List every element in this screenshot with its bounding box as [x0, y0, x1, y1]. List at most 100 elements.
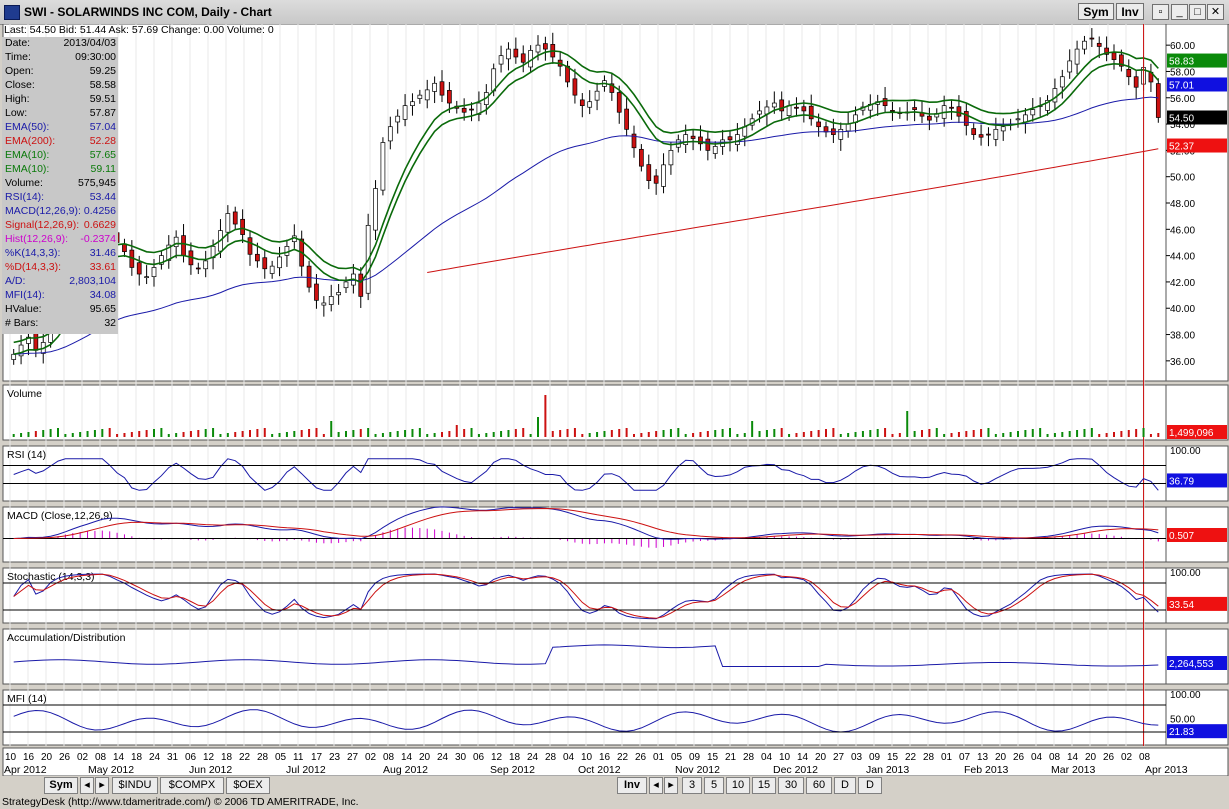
volume-bar: [1149, 434, 1152, 437]
info-label: Signal(12,26,9):: [5, 219, 80, 231]
restore-chart-icon[interactable]: ▫: [1152, 4, 1169, 20]
info-value: 95.65: [89, 303, 116, 315]
mfi-flag: [1167, 724, 1227, 739]
info-label: Time:: [5, 51, 31, 63]
volume-bar: [34, 431, 37, 437]
candle-body: [1059, 76, 1065, 88]
info-value: 32: [104, 317, 116, 329]
candle-body: [328, 296, 334, 305]
tab-indu[interactable]: $INDU: [112, 777, 158, 794]
candle-body: [993, 128, 999, 140]
volume-bar: [522, 428, 525, 437]
volume-bar: [596, 432, 599, 437]
x-day-label: 20: [1085, 752, 1097, 763]
info-row: %K(14,3,3): 31.46: [2, 247, 118, 261]
sym-tab-button[interactable]: Sym: [44, 777, 78, 794]
candle-body: [439, 81, 445, 96]
period-5[interactable]: 5: [704, 777, 724, 794]
volume-bar: [773, 429, 776, 437]
prev-tab-icon[interactable]: ◂: [80, 777, 94, 794]
candle-body: [971, 128, 977, 135]
prev-period-icon[interactable]: ◂: [649, 777, 663, 794]
volume-bar: [411, 429, 414, 437]
last-price-label: 54.50: [1169, 114, 1194, 125]
info-row: # Bars: 32: [2, 317, 118, 331]
volume-bar: [1061, 432, 1064, 437]
volume-bar: [367, 428, 370, 437]
sym-button[interactable]: Sym: [1078, 3, 1114, 20]
ema50-line: [13, 96, 1159, 355]
maximize-icon[interactable]: □: [1189, 4, 1206, 20]
volume-bar: [906, 411, 909, 437]
tab-oex[interactable]: $OEX: [226, 777, 270, 794]
volume-bar: [514, 429, 517, 437]
info-label: EMA(10):: [5, 149, 50, 161]
candle-body: [225, 213, 231, 233]
ad-panel: [2, 628, 1167, 685]
vertical-grid: [9, 24, 1145, 746]
volume-bar: [662, 430, 665, 437]
next-period-icon[interactable]: ▸: [664, 777, 678, 794]
period-10[interactable]: 10: [726, 777, 750, 794]
volume-bar: [950, 433, 953, 437]
candle-body: [609, 83, 615, 93]
tab-compx[interactable]: $COMPX: [160, 777, 224, 794]
period-d-alt[interactable]: D: [858, 777, 882, 794]
minimize-icon[interactable]: _: [1171, 4, 1188, 20]
chart-area[interactable]: 60.0058.0056.0054.0052.0050.0048.0046.00…: [0, 24, 1229, 776]
volume-bar: [64, 434, 67, 437]
candle-body: [890, 110, 895, 112]
info-value: 0.4256: [83, 205, 116, 217]
candle-body: [247, 237, 253, 255]
rsi-tick: 100.00: [1170, 446, 1201, 457]
volume-bar: [566, 429, 569, 437]
period-3[interactable]: 3: [682, 777, 702, 794]
volume-bar: [965, 431, 968, 437]
volume-bar: [921, 430, 923, 437]
next-tab-icon[interactable]: ▸: [95, 777, 109, 794]
candle-body: [838, 128, 844, 140]
ad-flag: [1167, 656, 1227, 670]
volume-bar: [153, 429, 155, 437]
candle-body: [506, 48, 511, 60]
mfi-tick: 50.00: [1170, 715, 1195, 726]
volume-bar: [12, 434, 15, 437]
macd-label: 0.507: [1169, 531, 1194, 542]
x-day-label: 21: [725, 752, 737, 763]
volume-bar: [101, 429, 104, 437]
stoch-d-line: [13, 573, 1159, 619]
candle-body: [690, 135, 696, 139]
volume-bar: [655, 431, 658, 437]
x-day-label: 31: [167, 752, 179, 763]
candle-body: [255, 253, 260, 262]
x-day-label: 06: [185, 752, 197, 763]
stoch-label: 33.54: [1169, 600, 1194, 611]
volume-bar: [618, 429, 621, 437]
volume-bar: [1113, 432, 1115, 437]
inv-tab-button[interactable]: Inv: [617, 777, 647, 794]
volume-bar: [389, 432, 392, 437]
period-30[interactable]: 30: [778, 777, 804, 794]
ad-title: Accumulation/Distribution: [7, 632, 126, 644]
period-60[interactable]: 60: [806, 777, 832, 794]
candle-body: [683, 134, 689, 145]
x-day-label: 20: [815, 752, 827, 763]
ema200-label: 52.37: [1169, 142, 1194, 153]
info-row: Hist(12,26,9): -0.2374: [2, 233, 118, 247]
price-panel: [2, 24, 1167, 382]
period-15[interactable]: 15: [752, 777, 776, 794]
candle-body: [1089, 37, 1095, 40]
macd-line: [13, 506, 1159, 540]
inv-button[interactable]: Inv: [1116, 3, 1144, 20]
info-row: A/D: 2,803,104: [2, 275, 118, 289]
price-tick-label: 58.00: [1170, 67, 1195, 78]
volume-bar: [145, 430, 148, 437]
close-icon[interactable]: ✕: [1207, 4, 1224, 20]
x-day-label: 02: [365, 752, 377, 763]
x-day-label: 01: [941, 752, 953, 763]
period-d[interactable]: D: [834, 777, 856, 794]
mfi-line: [13, 709, 1159, 733]
ema50-flag: [1167, 77, 1227, 92]
candle-body: [616, 92, 622, 113]
x-day-label: 22: [239, 752, 251, 763]
